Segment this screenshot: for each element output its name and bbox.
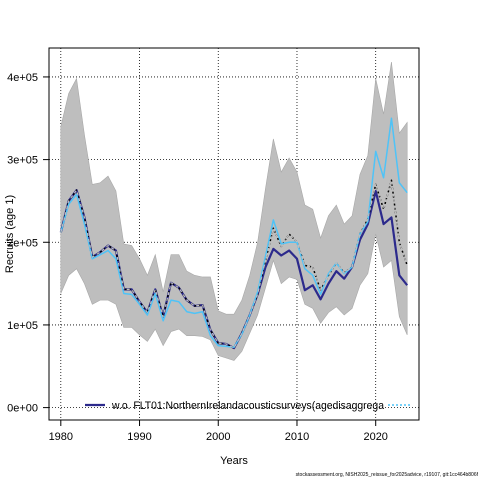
y-tick-label: 4e+05 (7, 72, 38, 84)
x-tick-label: 2010 (285, 431, 309, 443)
confidence-band (60, 62, 408, 361)
x-tick-label: 2020 (363, 431, 387, 443)
x-tick-label: 2000 (206, 431, 230, 443)
series-line-grey-dotted (60, 179, 408, 349)
y-tick-label: 2e+05 (7, 237, 38, 249)
x-tick-label: 1990 (127, 431, 151, 443)
x-tick-label: 1980 (49, 431, 73, 443)
y-tick-label: 1e+05 (7, 320, 38, 332)
legend-label-main: w.o. FLT01:NorthernIrelandacousticsurvey… (111, 400, 385, 412)
plot-frame (48, 47, 420, 421)
y-axis-label: Recruits (age 1) (4, 195, 16, 273)
x-axis-label: Years (220, 455, 248, 467)
footer-note: stockassessment.org, NISH2025_reissue_fo… (295, 472, 478, 478)
y-tick-label: 3e+05 (7, 155, 38, 167)
y-tick-label: 0e+00 (7, 403, 38, 415)
